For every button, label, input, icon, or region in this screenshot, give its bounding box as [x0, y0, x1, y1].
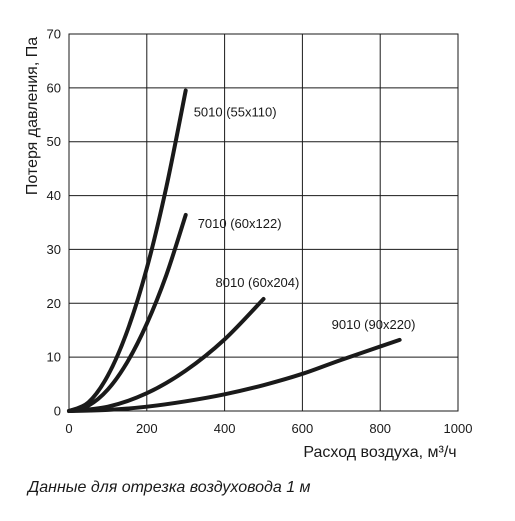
plot-frame [68, 33, 459, 412]
series-line [67, 337, 402, 413]
x-tick-label: 0 [65, 421, 72, 436]
y-tick-labels: 0 10 20 30 40 50 60 70 [47, 27, 61, 419]
series-label: 9010 (90x220) [332, 317, 416, 332]
y-tick-label: 10 [47, 350, 61, 365]
series-line [67, 296, 266, 413]
y-tick-label: 50 [47, 134, 61, 149]
y-tick-label: 70 [47, 27, 61, 42]
series-labels: 5010 (55x110) 7010 (60x122) 8010 (60x204) 9… [194, 105, 416, 332]
x-tick-label: 200 [136, 421, 158, 436]
series-line [67, 88, 188, 413]
x-tick-labels: 0 200 400 600 800 1000 [65, 421, 472, 436]
x-tick-label: 600 [292, 421, 314, 436]
series-line [67, 212, 188, 413]
y-tick-label: 20 [47, 296, 61, 311]
x-tick-label: 800 [369, 421, 391, 436]
x-tick-label: 1000 [444, 421, 473, 436]
pressure-loss-chart: 0 200 400 600 800 1000 0 10 20 30 40 50 60 70 5010 (… [24, 27, 472, 462]
y-axis-title: Потеря давления, Па [24, 37, 41, 195]
y-tick-label: 60 [47, 80, 61, 95]
series-label: 5010 (55x110) [194, 105, 277, 120]
x-axis-title: Расход воздуха, м³/ч [303, 444, 456, 461]
x-tick-label: 400 [214, 421, 236, 436]
y-tick-label: 0 [54, 404, 61, 419]
y-tick-label: 40 [47, 188, 61, 203]
series-label: 8010 (60x204) [216, 275, 300, 290]
chart-caption: Данные для отрезка воздуховода 1 м [28, 479, 311, 496]
y-tick-label: 30 [47, 242, 61, 257]
series-label: 7010 (60x122) [198, 216, 282, 231]
series-lines [67, 88, 402, 413]
